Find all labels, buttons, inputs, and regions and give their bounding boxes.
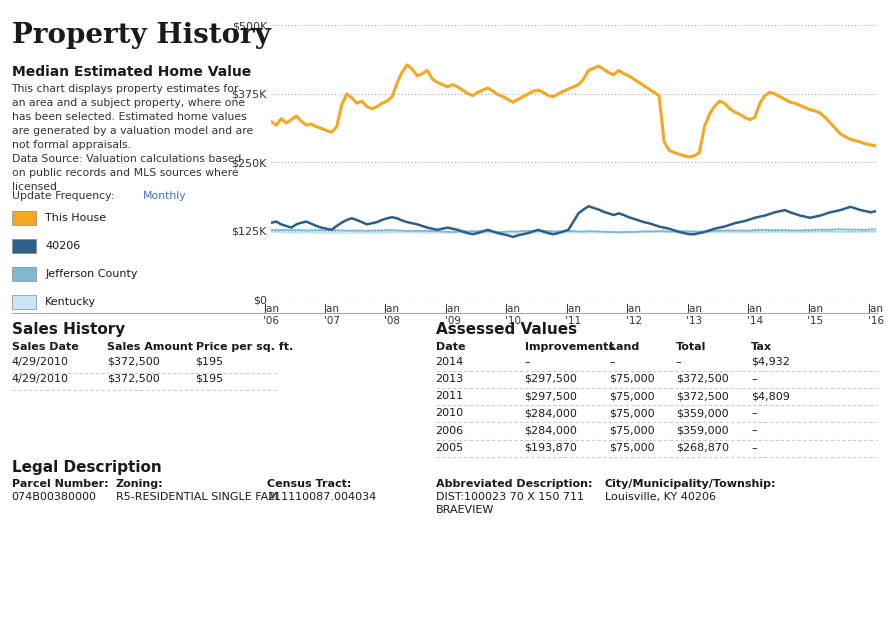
Text: Sales Date: Sales Date — [12, 342, 78, 352]
Text: Data Source: Valuation calculations based
on public records and MLS sources wher: Data Source: Valuation calculations base… — [12, 154, 241, 192]
Text: $195: $195 — [196, 374, 224, 384]
Text: 40206: 40206 — [45, 241, 81, 251]
Text: Sales Amount: Sales Amount — [107, 342, 193, 352]
Text: Update Frequency:: Update Frequency: — [12, 191, 117, 201]
Text: This House: This House — [45, 213, 107, 223]
Text: Assessed Values: Assessed Values — [436, 322, 577, 337]
Text: 4/29/2010: 4/29/2010 — [12, 357, 68, 367]
Text: Parcel Number:: Parcel Number: — [12, 479, 108, 489]
Text: $372,500: $372,500 — [107, 357, 159, 367]
Text: Date: Date — [436, 342, 465, 352]
Text: $359,000: $359,000 — [676, 408, 728, 419]
Text: –: – — [751, 374, 757, 384]
Text: $297,500: $297,500 — [525, 374, 577, 384]
Text: 211110087.004034: 211110087.004034 — [267, 492, 376, 502]
Text: Land: Land — [609, 342, 639, 352]
Text: –: – — [751, 443, 757, 453]
Text: Legal Description: Legal Description — [12, 460, 161, 475]
Text: Abbreviated Description:: Abbreviated Description: — [436, 479, 592, 489]
Text: 2014: 2014 — [436, 357, 464, 367]
Text: $284,000: $284,000 — [525, 426, 577, 436]
Text: Price per sq. ft.: Price per sq. ft. — [196, 342, 292, 352]
Text: 2010: 2010 — [436, 408, 464, 419]
Text: $372,500: $372,500 — [676, 374, 728, 384]
Text: $4,809: $4,809 — [751, 391, 790, 401]
Text: 2013: 2013 — [436, 374, 464, 384]
Text: $372,500: $372,500 — [107, 374, 159, 384]
Text: $193,870: $193,870 — [525, 443, 577, 453]
Text: $372,500: $372,500 — [676, 391, 728, 401]
Text: Zoning:: Zoning: — [116, 479, 164, 489]
Text: $284,000: $284,000 — [525, 408, 577, 419]
Text: 4/29/2010: 4/29/2010 — [12, 374, 68, 384]
Text: $268,870: $268,870 — [676, 443, 729, 453]
Text: –: – — [751, 426, 757, 436]
Text: $297,500: $297,500 — [525, 391, 577, 401]
Text: 074B00380000: 074B00380000 — [12, 492, 97, 502]
Text: $75,000: $75,000 — [609, 391, 654, 401]
Text: Median Estimated Home Value: Median Estimated Home Value — [12, 65, 251, 79]
Text: 2006: 2006 — [436, 426, 464, 436]
Text: DIST:100023 70 X 150 711
BRAEVIEW: DIST:100023 70 X 150 711 BRAEVIEW — [436, 492, 583, 515]
Text: Total: Total — [676, 342, 706, 352]
Text: Monthly: Monthly — [143, 191, 187, 201]
Text: $75,000: $75,000 — [609, 426, 654, 436]
Text: Census Tract:: Census Tract: — [267, 479, 351, 489]
Text: Tax: Tax — [751, 342, 773, 352]
Text: 2005: 2005 — [436, 443, 464, 453]
Text: Improvements: Improvements — [525, 342, 614, 352]
Text: –: – — [609, 357, 614, 367]
Text: $75,000: $75,000 — [609, 374, 654, 384]
Text: R5-RESIDENTIAL SINGLE FAM: R5-RESIDENTIAL SINGLE FAM — [116, 492, 277, 502]
Text: 2011: 2011 — [436, 391, 464, 401]
Text: $75,000: $75,000 — [609, 408, 654, 419]
Text: Jefferson County: Jefferson County — [45, 269, 138, 279]
Text: Sales History: Sales History — [12, 322, 124, 337]
Text: –: – — [751, 408, 757, 419]
Text: $75,000: $75,000 — [609, 443, 654, 453]
Text: $359,000: $359,000 — [676, 426, 728, 436]
Text: Louisville, KY 40206: Louisville, KY 40206 — [605, 492, 716, 502]
Text: This chart displays property estimates for
an area and a subject property, where: This chart displays property estimates f… — [12, 84, 252, 150]
Text: $4,932: $4,932 — [751, 357, 790, 367]
Text: Kentucky: Kentucky — [45, 297, 97, 307]
Text: Property History: Property History — [12, 22, 270, 49]
Text: $195: $195 — [196, 357, 224, 367]
Text: –: – — [525, 357, 530, 367]
Text: –: – — [676, 357, 681, 367]
Text: City/Municipality/Township:: City/Municipality/Township: — [605, 479, 776, 489]
